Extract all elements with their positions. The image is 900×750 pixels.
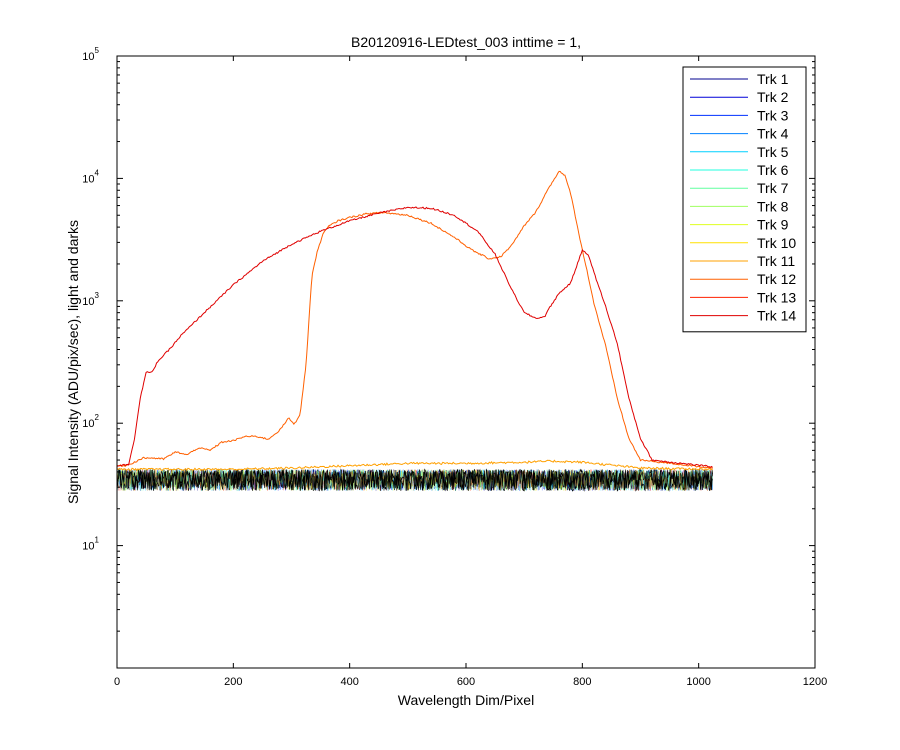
legend-entry: Trk 13 xyxy=(757,289,796,305)
y-axis-label: Signal Intensity (ADU/pix/sec), light an… xyxy=(65,220,81,504)
series-lines xyxy=(117,170,713,472)
legend-entry: Trk 7 xyxy=(757,180,789,196)
legend-entry: Trk 10 xyxy=(757,235,796,251)
legend-entry: Trk 12 xyxy=(757,271,796,287)
y-tick-label: 103 xyxy=(82,291,99,308)
y-tick-label: 105 xyxy=(82,46,99,63)
x-tick-label: 1200 xyxy=(803,676,827,688)
legend: Trk 1 Trk 2 Trk 3 Trk 4 Trk 5 Trk 6 Trk 7 Trk 8… xyxy=(682,66,807,333)
legend-entry: Trk 9 xyxy=(757,217,789,233)
x-axis-ticks: 0 200 400 600 800 1000 1200 xyxy=(114,56,827,688)
legend-box xyxy=(682,66,807,333)
x-tick-label: 800 xyxy=(573,676,591,688)
legend-entry: Trk 3 xyxy=(757,107,789,123)
legend-entry: Trk 14 xyxy=(757,308,796,324)
y-axis-ticks: 101 102 103 104 105 xyxy=(82,46,815,632)
legend-entry: Trk 2 xyxy=(757,89,789,105)
legend-entry: Trk 5 xyxy=(757,144,789,160)
legend-entry: Trk 6 xyxy=(757,162,789,178)
legend-entry: Trk 11 xyxy=(757,253,795,269)
series-line-trk-11 xyxy=(117,459,713,472)
y-tick-label: 104 xyxy=(82,168,99,185)
x-tick-label: 0 xyxy=(114,676,120,688)
y-tick-label: 101 xyxy=(82,536,99,553)
legend-entry: Trk 4 xyxy=(757,126,789,142)
x-axis-label: Wavelength Dim/Pixel xyxy=(398,692,534,708)
series-line-trk-14 xyxy=(117,206,713,468)
legend-entry: Trk 8 xyxy=(757,198,789,214)
x-tick-label: 200 xyxy=(224,676,242,688)
dark-noise-trace xyxy=(117,468,713,492)
dark-noise-trace xyxy=(117,468,713,492)
x-tick-label: 1000 xyxy=(686,676,710,688)
chart-title: B20120916-LEDtest_003 inttime = 1, xyxy=(351,34,581,50)
x-tick-label: 600 xyxy=(457,676,475,688)
legend-entry: Trk 1 xyxy=(757,71,789,87)
dark-noise-band xyxy=(117,468,714,492)
series-line-trk-12 xyxy=(117,170,713,469)
x-tick-label: 400 xyxy=(340,676,358,688)
y-tick-label: 102 xyxy=(82,413,99,430)
